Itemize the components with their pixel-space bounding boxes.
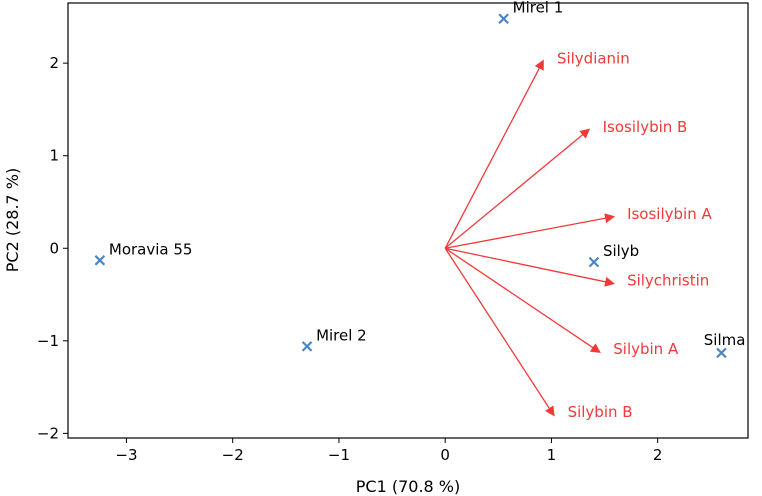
- x-tick-label: −3: [115, 446, 137, 464]
- y-tick-label: 1: [49, 147, 59, 165]
- x-tick-label: 0: [440, 446, 450, 464]
- x-tick-label: −2: [222, 446, 244, 464]
- score-point-label: Silma: [704, 331, 746, 349]
- x-axis-label: PC1 (70.8 %): [356, 477, 460, 496]
- plot-frame: [67, 2, 749, 439]
- loading-label: Silybin A: [613, 340, 679, 358]
- loading-label: Isosilybin B: [603, 118, 688, 136]
- loading-label: Silybin B: [568, 403, 633, 421]
- y-tick-label: 2: [49, 54, 59, 72]
- score-point: [588, 256, 600, 268]
- y-tick-label: 0: [49, 239, 59, 257]
- loading-arrow: [444, 247, 601, 354]
- loading-arrow: [444, 247, 555, 417]
- loading-label: Silychristin: [627, 271, 709, 289]
- loading-arrow: [445, 247, 616, 287]
- y-axis-label: PC2 (28.7 %): [3, 168, 22, 272]
- x-tick-label: −1: [328, 446, 350, 464]
- score-point-label: Moravia 55: [109, 240, 193, 258]
- loading-arrow: [444, 59, 544, 249]
- x-tick-label: 1: [547, 446, 557, 464]
- score-point: [498, 13, 509, 25]
- score-point: [94, 255, 106, 266]
- loading-arrow: [445, 213, 616, 249]
- y-tick-label: −1: [37, 332, 59, 350]
- loading-label: Silydianin: [557, 49, 630, 67]
- score-point: [716, 347, 727, 359]
- loading-arrow: [444, 128, 591, 249]
- y-tick-label: −2: [37, 424, 59, 442]
- score-point-label: Mirel 1: [513, 0, 564, 17]
- loading-label: Isosilybin A: [627, 205, 712, 223]
- score-point: [301, 341, 313, 352]
- x-tick-label: 2: [653, 446, 663, 464]
- score-point-label: Silyb: [603, 242, 639, 260]
- score-point-label: Mirel 2: [316, 326, 367, 344]
